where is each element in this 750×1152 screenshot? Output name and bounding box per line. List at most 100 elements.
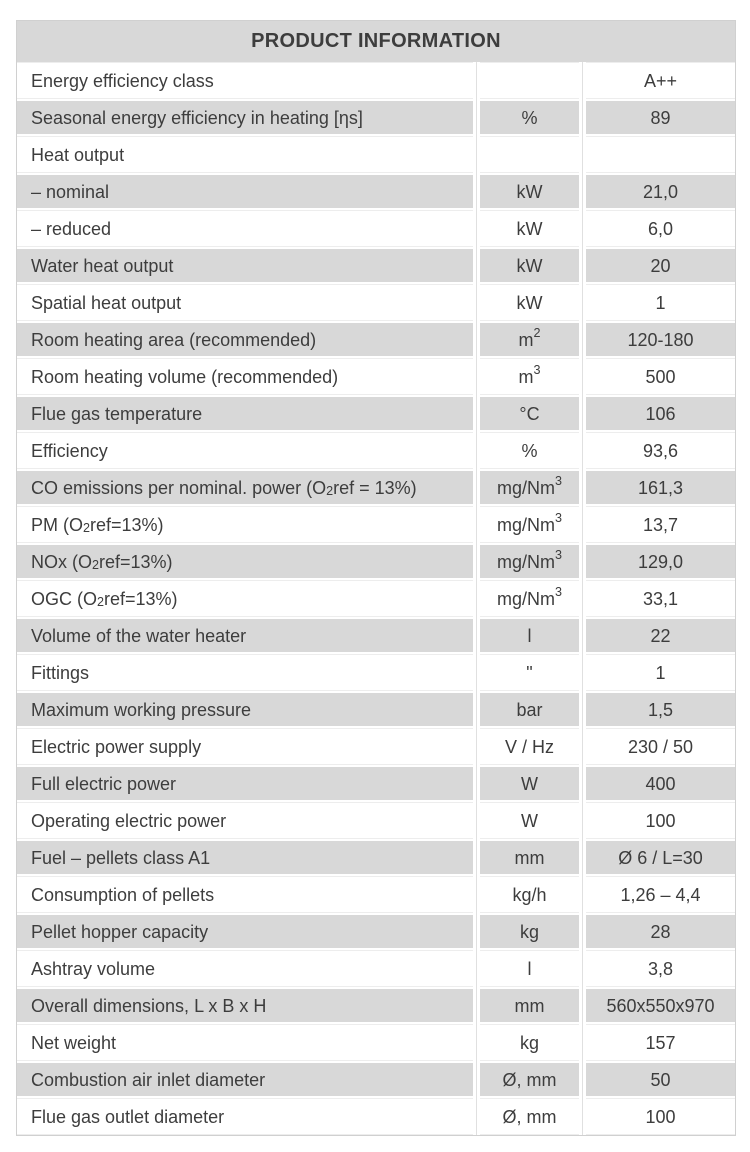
spec-label: Spatial heat output bbox=[17, 284, 473, 321]
spec-unit: kW bbox=[473, 247, 579, 284]
product-info-table: PRODUCT INFORMATION Energy efficiency cl… bbox=[16, 20, 736, 1136]
spec-label: Ashtray volume bbox=[17, 950, 473, 987]
spec-value bbox=[579, 136, 735, 173]
spec-unit: mm bbox=[473, 839, 579, 876]
table-row: Electric power supply V / Hz 230 / 50 bbox=[17, 728, 735, 765]
spec-unit: kW bbox=[473, 210, 579, 247]
spec-label: Volume of the water heater bbox=[17, 617, 473, 654]
spec-label: Heat output bbox=[17, 136, 473, 173]
spec-unit: °C bbox=[473, 395, 579, 432]
spec-value: 560x550x970 bbox=[579, 987, 735, 1024]
spec-label: NOx (O 2 ref=13%) bbox=[17, 543, 473, 580]
spec-unit: Ø, mm bbox=[473, 1098, 579, 1135]
spec-unit: mm bbox=[473, 987, 579, 1024]
spec-unit bbox=[473, 62, 579, 99]
spec-unit: mg/Nm 3 bbox=[473, 580, 579, 617]
spec-unit: l bbox=[473, 617, 579, 654]
spec-unit: Ø, mm bbox=[473, 1061, 579, 1098]
spec-label: Energy efficiency class bbox=[17, 62, 473, 99]
spec-label: Net weight bbox=[17, 1024, 473, 1061]
table-row: Fuel – pellets class A1 mm Ø 6 / L=30 bbox=[17, 839, 735, 876]
spec-label: Flue gas outlet diameter bbox=[17, 1098, 473, 1135]
spec-unit bbox=[473, 136, 579, 173]
spec-value: 1,26 – 4,4 bbox=[579, 876, 735, 913]
spec-value: 400 bbox=[579, 765, 735, 802]
table-row: – nominal kW 21,0 bbox=[17, 173, 735, 210]
spec-value: 120-180 bbox=[579, 321, 735, 358]
table-row: Water heat output kW 20 bbox=[17, 247, 735, 284]
table-row: Efficiency % 93,6 bbox=[17, 432, 735, 469]
spec-label: CO emissions per nominal. power (O 2 ref =… bbox=[17, 469, 473, 506]
spec-value: 33,1 bbox=[579, 580, 735, 617]
spec-value: 28 bbox=[579, 913, 735, 950]
spec-label: Maximum working pressure bbox=[17, 691, 473, 728]
spec-value: 230 / 50 bbox=[579, 728, 735, 765]
spec-label: Seasonal energy efficiency in heating [η… bbox=[17, 99, 473, 136]
spec-label: Full electric power bbox=[17, 765, 473, 802]
spec-label: Room heating volume (recommended) bbox=[17, 358, 473, 395]
spec-unit: l bbox=[473, 950, 579, 987]
spec-unit: % bbox=[473, 99, 579, 136]
spec-unit: mg/Nm 3 bbox=[473, 469, 579, 506]
table-row: Consumption of pellets kg/h 1,26 – 4,4 bbox=[17, 876, 735, 913]
table-row: Spatial heat output kW 1 bbox=[17, 284, 735, 321]
table-row: NOx (O 2 ref=13%) mg/Nm 3 129,0 bbox=[17, 543, 735, 580]
spec-label: Electric power supply bbox=[17, 728, 473, 765]
spec-label: Fittings bbox=[17, 654, 473, 691]
spec-unit: kW bbox=[473, 173, 579, 210]
table-row: Combustion air inlet diameter Ø, mm 50 bbox=[17, 1061, 735, 1098]
spec-unit: " bbox=[473, 654, 579, 691]
spec-label: Room heating area (recommended) bbox=[17, 321, 473, 358]
table-row: Ashtray volume l 3,8 bbox=[17, 950, 735, 987]
table-row: Flue gas temperature °C 106 bbox=[17, 395, 735, 432]
spec-label: OGC (O 2 ref=13%) bbox=[17, 580, 473, 617]
table-row: Operating electric power W 100 bbox=[17, 802, 735, 839]
spec-label: Combustion air inlet diameter bbox=[17, 1061, 473, 1098]
table-row: Fittings " 1 bbox=[17, 654, 735, 691]
spec-value: 22 bbox=[579, 617, 735, 654]
table-title: PRODUCT INFORMATION bbox=[251, 30, 501, 52]
spec-label: Water heat output bbox=[17, 247, 473, 284]
spec-value: 157 bbox=[579, 1024, 735, 1061]
spec-value: 3,8 bbox=[579, 950, 735, 987]
spec-unit: % bbox=[473, 432, 579, 469]
spec-value: 93,6 bbox=[579, 432, 735, 469]
spec-value: 106 bbox=[579, 395, 735, 432]
column-gridline-2 bbox=[582, 21, 583, 1135]
table-row: Full electric power W 400 bbox=[17, 765, 735, 802]
spec-value: 161,3 bbox=[579, 469, 735, 506]
spec-value: 1 bbox=[579, 654, 735, 691]
spec-value: A++ bbox=[579, 62, 735, 99]
spec-value: 50 bbox=[579, 1061, 735, 1098]
spec-label: – nominal bbox=[17, 173, 473, 210]
spec-value: 1,5 bbox=[579, 691, 735, 728]
spec-unit: W bbox=[473, 802, 579, 839]
spec-label: Operating electric power bbox=[17, 802, 473, 839]
spec-label: Consumption of pellets bbox=[17, 876, 473, 913]
spec-unit: W bbox=[473, 765, 579, 802]
spec-unit: mg/Nm 3 bbox=[473, 506, 579, 543]
table-row: Pellet hopper capacity kg 28 bbox=[17, 913, 735, 950]
spec-value: 13,7 bbox=[579, 506, 735, 543]
spec-label: Flue gas temperature bbox=[17, 395, 473, 432]
table-row: Seasonal energy efficiency in heating [η… bbox=[17, 99, 735, 136]
spec-unit: kW bbox=[473, 284, 579, 321]
column-gridline-1 bbox=[476, 21, 477, 1135]
spec-value: 100 bbox=[579, 1098, 735, 1135]
spec-label: PM (O 2 ref=13%) bbox=[17, 506, 473, 543]
spec-unit: kg bbox=[473, 1024, 579, 1061]
spec-unit: mg/Nm 3 bbox=[473, 543, 579, 580]
table-row: Energy efficiency class A++ bbox=[17, 62, 735, 99]
table-row: Heat output bbox=[17, 136, 735, 173]
spec-label: Efficiency bbox=[17, 432, 473, 469]
table-row: Flue gas outlet diameter Ø, mm 100 bbox=[17, 1098, 735, 1135]
table-row: Maximum working pressure bar 1,5 bbox=[17, 691, 735, 728]
spec-value: 21,0 bbox=[579, 173, 735, 210]
table-header: PRODUCT INFORMATION bbox=[17, 21, 735, 62]
table-row: CO emissions per nominal. power (O 2 ref =… bbox=[17, 469, 735, 506]
table-row: – reduced kW 6,0 bbox=[17, 210, 735, 247]
